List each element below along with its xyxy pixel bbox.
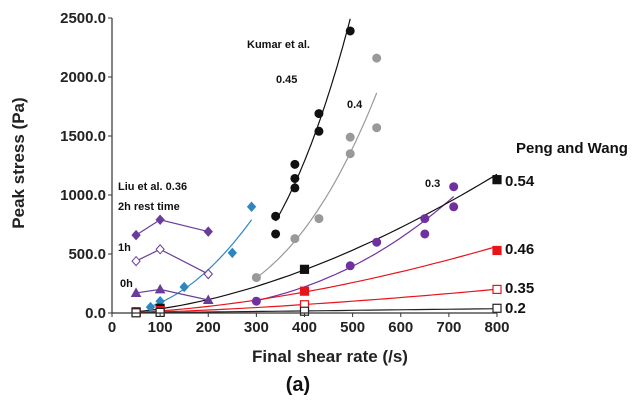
data-point-p054 (492, 175, 502, 185)
data-point-k03 (345, 261, 355, 271)
y-tick-label: 500.0 (68, 246, 106, 263)
data-point-p035 (492, 284, 502, 294)
data-point-h0 (154, 283, 166, 294)
x-tick-label: 700 (436, 319, 461, 336)
data-point-h0 (202, 294, 214, 305)
y-axis-title: Peak stress (Pa) (9, 97, 28, 228)
data-point-liu1 (131, 229, 141, 241)
data-point-liu1 (203, 226, 213, 237)
data-point-k045 (314, 109, 324, 119)
x-axis-title: Final shear rate (/s) (252, 347, 408, 366)
data-point-liu1 (155, 214, 165, 226)
data-point-k045 (290, 159, 300, 169)
annotation-kumar-03: 0.3 (425, 178, 440, 190)
data-point-k04 (345, 149, 355, 159)
y-tick-label: 2500.0 (60, 10, 106, 27)
fit-curve-p02 (136, 308, 498, 314)
data-point-k03 (449, 202, 459, 212)
annotation-kumar: Kumar et al. (247, 39, 310, 51)
x-tick-label: 100 (148, 319, 173, 336)
data-point-h1 (155, 244, 165, 255)
data-point-k04 (251, 273, 261, 283)
data-point-k045 (290, 183, 300, 193)
data-point-k045 (314, 126, 324, 136)
data-point-p054 (299, 264, 310, 274)
data-point-p02 (492, 303, 502, 313)
x-tick-label: 600 (388, 319, 413, 336)
data-point-blue (227, 247, 237, 259)
fit-curve-p035 (136, 288, 498, 314)
annotation-liu-2h: 2h rest time (118, 201, 180, 213)
data-point-h1 (203, 268, 213, 280)
fit-curve-p054 (136, 173, 498, 313)
x-tick-label: 500 (340, 319, 365, 336)
y-tick-label: 1000.0 (60, 187, 106, 204)
annotation-liu-1h: 1h (118, 242, 131, 254)
annotation-liu-0h: 0h (120, 278, 133, 290)
data-point-k04 (314, 214, 324, 224)
data-point-p046 (492, 245, 502, 256)
data-point-k03 (449, 182, 459, 192)
data-point-blue (179, 281, 189, 293)
data-point-k045 (345, 26, 355, 36)
x-tick-label: 0 (108, 319, 116, 336)
fit-curve-k03 (256, 196, 455, 302)
data-point-k045 (271, 211, 281, 221)
annotation-peng-02: 0.2 (505, 300, 526, 317)
data-point-blue (145, 301, 156, 313)
y-tick-label: 1500.0 (60, 128, 106, 145)
data-point-k04 (372, 123, 382, 133)
figure-caption: (a) (286, 374, 310, 396)
fit-curve-k045 (275, 18, 351, 222)
annotation-liu: Liu et al. 0.36 (118, 181, 187, 193)
y-ticks: 0.0 500.0 1000.0 1500.0 2000.0 2500.0 (60, 10, 112, 322)
annotation-peng-035: 0.35 (505, 280, 534, 297)
data-point-k03 (420, 229, 430, 239)
x-tick-label: 400 (292, 319, 317, 336)
fit-curve-k04 (256, 92, 378, 279)
y-tick-label: 0.0 (85, 305, 106, 322)
annotation-peng: Peng and Wang (516, 140, 628, 157)
data-point-k04 (345, 132, 355, 142)
data-point-blue (246, 201, 257, 213)
annotation-kumar-045: 0.45 (276, 74, 297, 86)
axes: 0 100 200 300 400 500 600 700 800 0.0 500.0 1000.0… (60, 10, 509, 336)
data-point-k03 (372, 237, 382, 247)
fit-curves (135, 18, 498, 314)
data-point-k04 (290, 234, 300, 244)
x-tick-label: 300 (244, 319, 269, 336)
data-point-k045 (290, 173, 300, 183)
annotation-peng-046: 0.46 (505, 241, 534, 258)
data-point-k03 (420, 214, 430, 224)
x-ticks: 0 100 200 300 400 500 600 700 800 (108, 313, 510, 336)
data-point-k04 (372, 53, 382, 63)
data-point-k045 (271, 229, 281, 239)
y-tick-label: 2000.0 (60, 69, 106, 86)
x-tick-label: 800 (484, 319, 509, 336)
data-point-h0 (130, 287, 142, 297)
data-point-h1 (131, 255, 141, 267)
annotation-kumar-04: 0.4 (347, 99, 363, 111)
fit-curve-p046 (136, 245, 498, 313)
annotation-peng-054: 0.54 (505, 173, 535, 190)
data-point-p046 (299, 286, 310, 296)
data-point-k03 (251, 296, 261, 306)
x-tick-label: 200 (196, 319, 221, 336)
fit-curve-blue (150, 219, 253, 308)
